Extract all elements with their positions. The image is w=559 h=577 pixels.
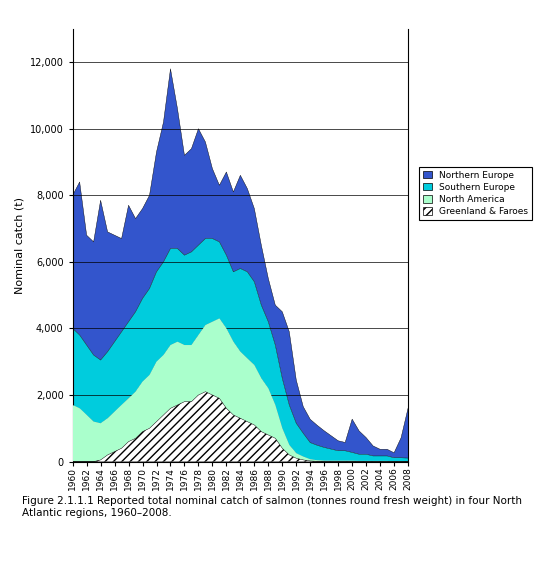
Legend: Northern Europe, Southern Europe, North America, Greenland & Faroes: Northern Europe, Southern Europe, North … xyxy=(419,167,532,220)
Y-axis label: Nominal catch (t): Nominal catch (t) xyxy=(14,197,24,294)
Text: Figure 2.1.1.1 Reported total nominal catch of salmon (tonnes round fresh weight: Figure 2.1.1.1 Reported total nominal ca… xyxy=(22,496,522,518)
